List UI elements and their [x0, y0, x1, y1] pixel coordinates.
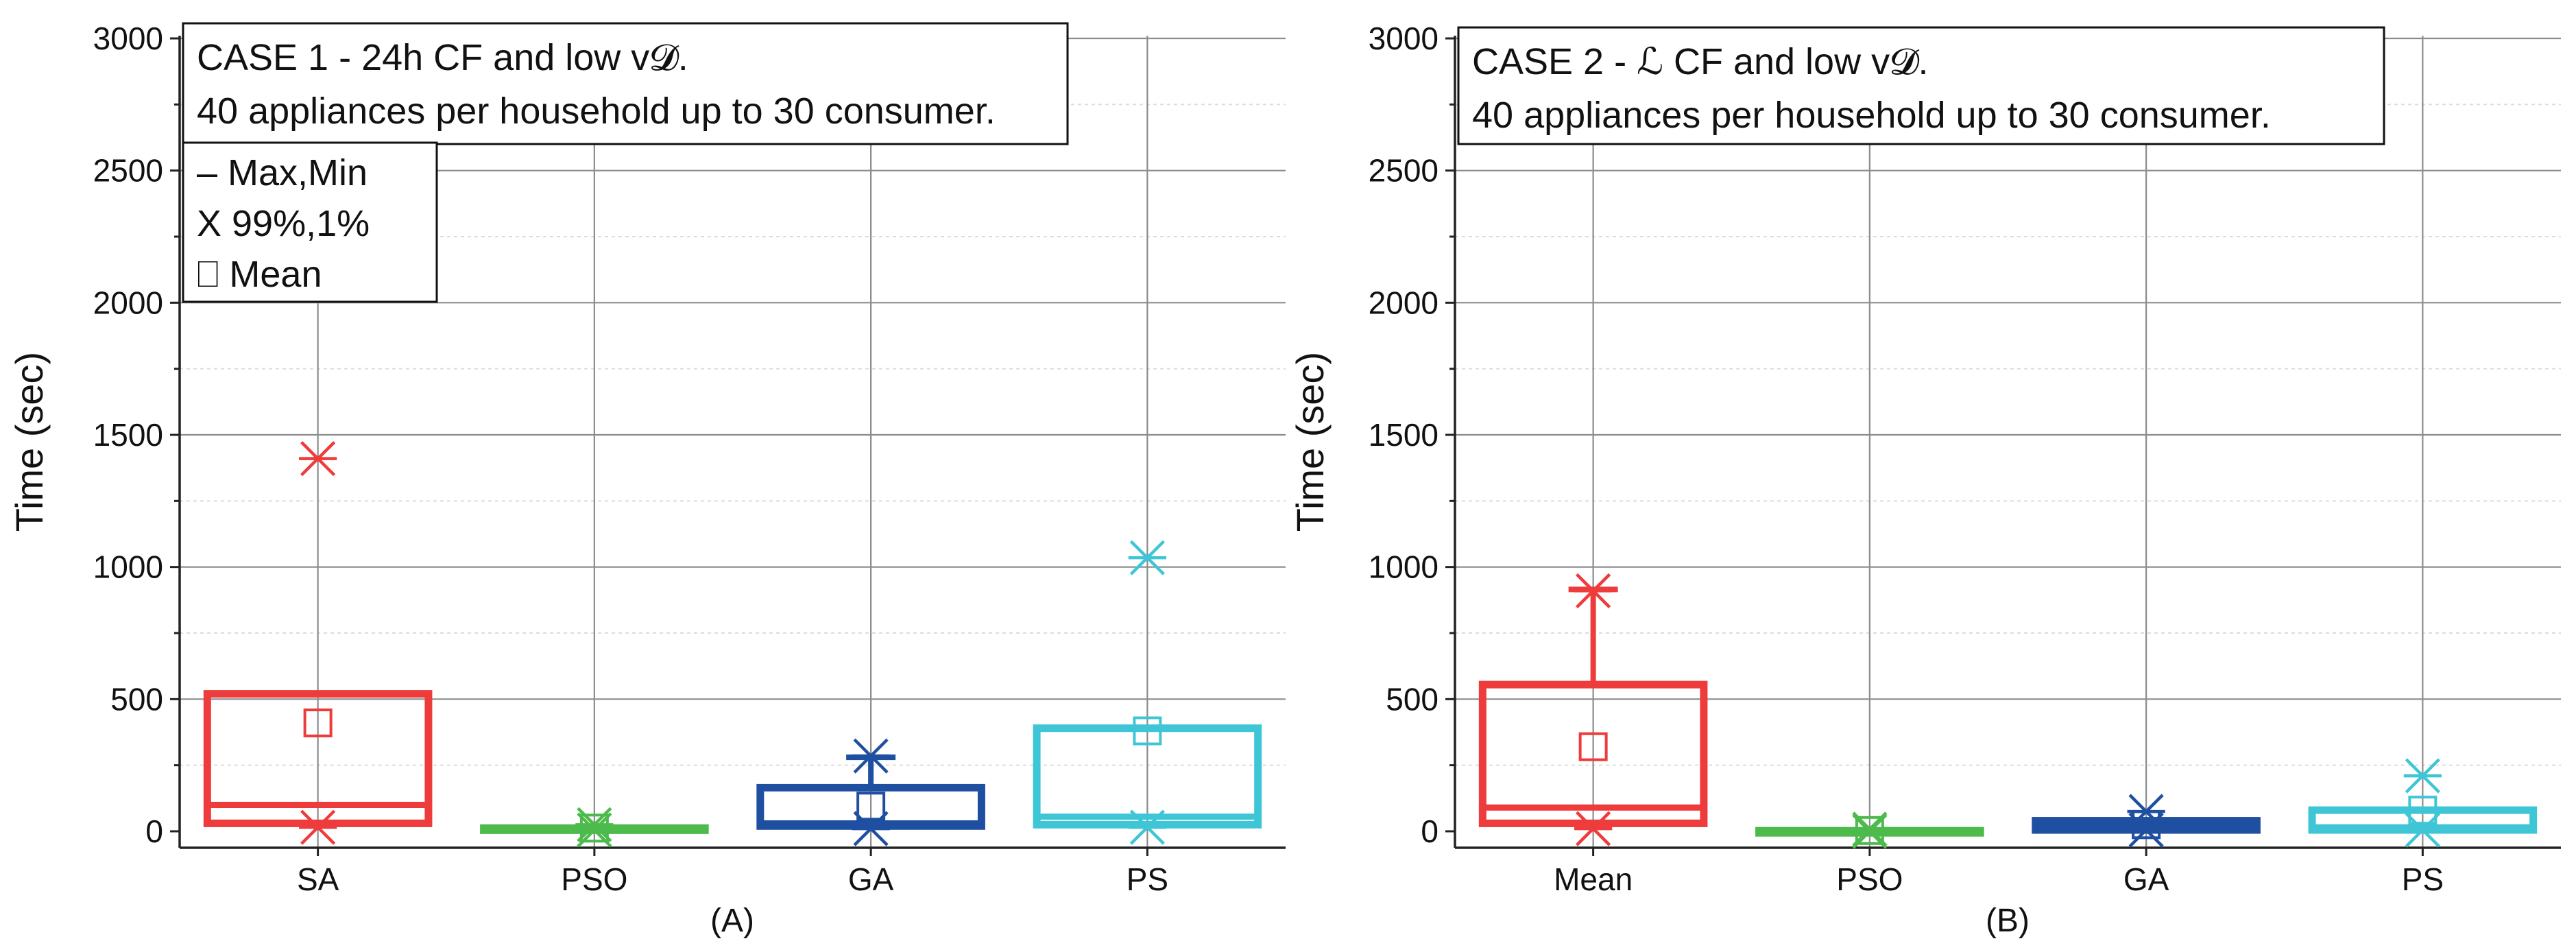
p1-marker — [575, 812, 614, 848]
y-tick-label: 3000 — [1369, 21, 1439, 56]
y-tick-label: 500 — [1386, 681, 1439, 717]
box-ps — [1033, 540, 1262, 845]
panel-a: 0 500 1000 1500 2000 2500 3000 SA PSO GA PS Time (s… — [8, 21, 1286, 939]
x-tick-label: PS — [2402, 861, 2444, 897]
p99-marker — [1128, 540, 1166, 575]
p99-marker — [575, 807, 614, 842]
p1-marker — [299, 809, 337, 845]
y-tick-label: 500 — [110, 681, 163, 717]
y-tick-label: 2000 — [1369, 285, 1439, 320]
annotation-line-2: 40 appliances per household up to 30 con… — [197, 91, 996, 132]
y-tick-label: 0 — [1421, 813, 1439, 849]
annotation-box — [1457, 26, 2385, 145]
legend-entry: X 99%,1% — [197, 203, 370, 244]
p99-marker — [2403, 758, 2442, 794]
box-ps — [2308, 758, 2538, 848]
mean-marker — [2408, 796, 2437, 825]
legend-box — [182, 141, 438, 303]
y-tick-label: 1000 — [1369, 549, 1439, 585]
x-tick-label: PSO — [1836, 861, 1903, 897]
annotation-line-1: CASE 2 - ℒ CF and low v𝓓. — [1472, 41, 1929, 82]
box-sa — [203, 441, 433, 845]
mean-marker — [579, 813, 609, 843]
annotation-line-2: 40 appliances per household up to 30 con… — [1472, 95, 2271, 136]
box-iqr — [203, 690, 433, 827]
p99-marker — [1574, 573, 1613, 608]
p1-marker — [1851, 813, 1889, 849]
y-tick-label: 2500 — [93, 153, 163, 189]
panel-label: (B) — [1986, 903, 2030, 939]
x-tick-label: PS — [1127, 861, 1168, 897]
x-tick-label: PSO — [561, 861, 627, 897]
p1-marker — [852, 811, 890, 846]
p1-marker — [2403, 812, 2442, 848]
mean-marker — [1578, 732, 1608, 761]
panel-b: 0 500 1000 1500 2000 2500 3000 Mean PSO GA PS Time … — [1288, 21, 2561, 939]
y-axis-label: Time (sec) — [8, 352, 51, 532]
y-tick-label: 1500 — [1369, 417, 1439, 453]
p99-marker — [2127, 794, 2165, 829]
legend-entry: ⎕ Mean — [197, 254, 322, 295]
box-ga — [2032, 794, 2261, 848]
annotation-box — [182, 22, 1069, 145]
p99-marker — [299, 441, 337, 477]
y-tick-label: 0 — [145, 813, 163, 849]
legend-entry: – Max,Min — [197, 152, 368, 193]
y-axis-label: Time (sec) — [1288, 352, 1332, 532]
x-tick-label: GA — [848, 861, 894, 897]
p1-marker — [1128, 809, 1166, 845]
panel-label: (A) — [710, 903, 754, 939]
mean-marker — [1133, 716, 1162, 746]
x-tick-label: GA — [2123, 861, 2169, 897]
y-tick-label: 2000 — [93, 285, 163, 320]
y-tick-label: 1500 — [93, 417, 163, 453]
p99-marker — [852, 738, 890, 774]
y-tick-label: 3000 — [93, 21, 163, 56]
box-pso — [480, 807, 709, 848]
p1-marker — [2127, 812, 2165, 848]
mean-marker — [856, 792, 886, 821]
y-tick-label: 1000 — [93, 549, 163, 585]
box-pso — [1755, 811, 1984, 849]
p1-marker — [1574, 811, 1613, 846]
mean-marker — [303, 709, 333, 738]
x-tick-label: Mean — [1554, 861, 1633, 897]
box-ga — [756, 738, 985, 846]
y-tick-label: 2500 — [1369, 153, 1439, 189]
box-mean — [1478, 573, 1708, 846]
box-iqr — [1033, 724, 1262, 829]
annotation-line-1: CASE 1 - 24h CF and low v𝓓. — [197, 37, 688, 78]
x-tick-label: SA — [297, 861, 339, 897]
